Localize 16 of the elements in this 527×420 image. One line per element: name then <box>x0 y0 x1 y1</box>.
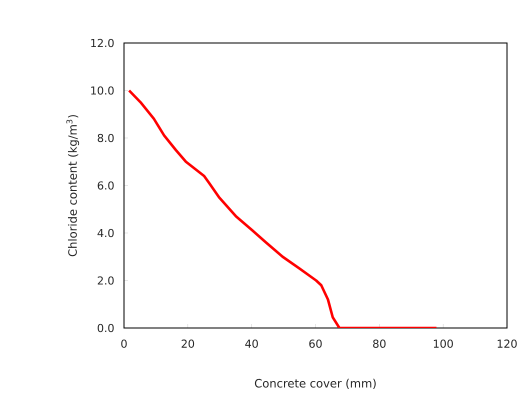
y-tick-label: 8.0 <box>98 134 114 142</box>
x-tick-label: 120 <box>498 340 517 348</box>
y-axis-title: Chloride content (kg/m$^{3}$) <box>66 115 80 256</box>
x-tick-label: 80 <box>373 340 386 348</box>
x-tick-label: 100 <box>434 340 453 348</box>
x-tick-label: 20 <box>182 340 194 348</box>
y-tick-label: 2.0 <box>98 276 114 285</box>
x-tick-label: 40 <box>245 340 258 348</box>
x-tick-label: 0 <box>121 340 127 348</box>
y-tick-label: 6.0 <box>98 181 114 190</box>
x-axis-title: Concrete cover (mm) <box>254 378 376 389</box>
y-tick-label: 4.0 <box>98 228 114 238</box>
x-tick-label: 60 <box>309 340 322 348</box>
y-tick-label: 10.0 <box>91 86 114 95</box>
y-tick-label: 0.0 <box>98 324 114 332</box>
y-tick-label: 12.0 <box>91 38 114 48</box>
